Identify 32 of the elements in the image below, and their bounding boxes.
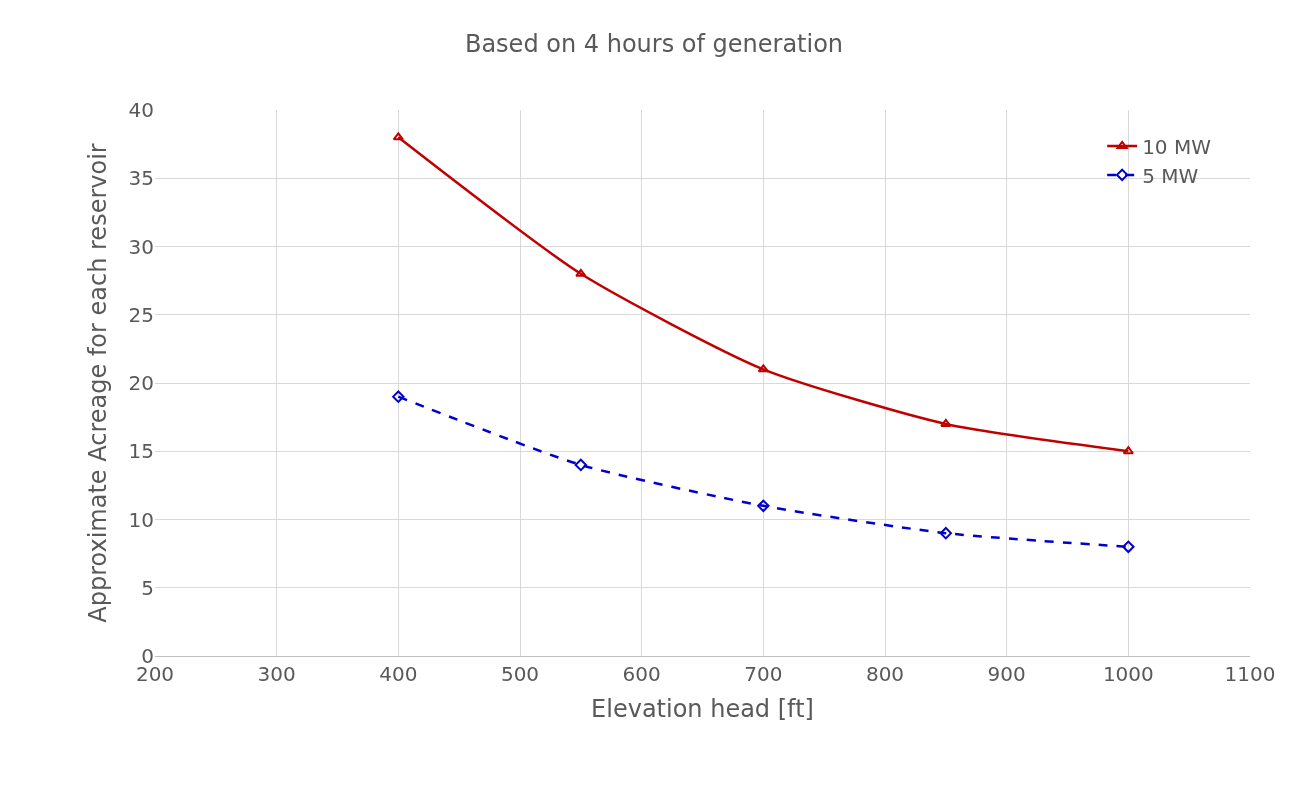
x-tick-label: 600 xyxy=(622,662,661,686)
x-tick-label: 1100 xyxy=(1224,662,1276,686)
y-tick-label: 10 xyxy=(128,507,154,532)
x-tick-label: 700 xyxy=(744,662,783,686)
y-axis-title: Approximate Acreage for each reservoir xyxy=(83,143,112,623)
point xyxy=(575,268,587,277)
point xyxy=(1122,446,1134,455)
x-tick-label: 1000 xyxy=(1102,662,1154,686)
y-tick-label: 35 xyxy=(128,166,154,191)
chart-title: Based on 4 hours of generation xyxy=(464,30,844,59)
y-tick-label: 5 xyxy=(141,575,154,600)
x-tick-label: 400 xyxy=(379,662,418,686)
y-tick-label: 30 xyxy=(128,234,154,259)
point xyxy=(940,418,952,427)
x-tick-label: 300 xyxy=(257,662,296,686)
legend-label: 10 MW xyxy=(1142,134,1212,159)
y-tick-label: 20 xyxy=(128,371,154,395)
point xyxy=(757,499,770,513)
x-axis-title: Elevation head [ft] xyxy=(591,695,814,724)
x-tick-label: 900 xyxy=(987,662,1026,686)
point xyxy=(392,132,404,141)
point xyxy=(1122,540,1135,553)
legend-label: 5 MW xyxy=(1142,163,1199,188)
point xyxy=(392,390,405,403)
point xyxy=(939,526,953,540)
x-tick-label: 800 xyxy=(865,662,905,686)
y-tick-label: 15 xyxy=(128,439,154,464)
y-tick-label: 40 xyxy=(128,98,154,122)
point xyxy=(574,458,588,472)
x-tick-label: 500 xyxy=(500,662,540,686)
point xyxy=(757,364,769,373)
y-tick-label: 25 xyxy=(128,302,154,327)
